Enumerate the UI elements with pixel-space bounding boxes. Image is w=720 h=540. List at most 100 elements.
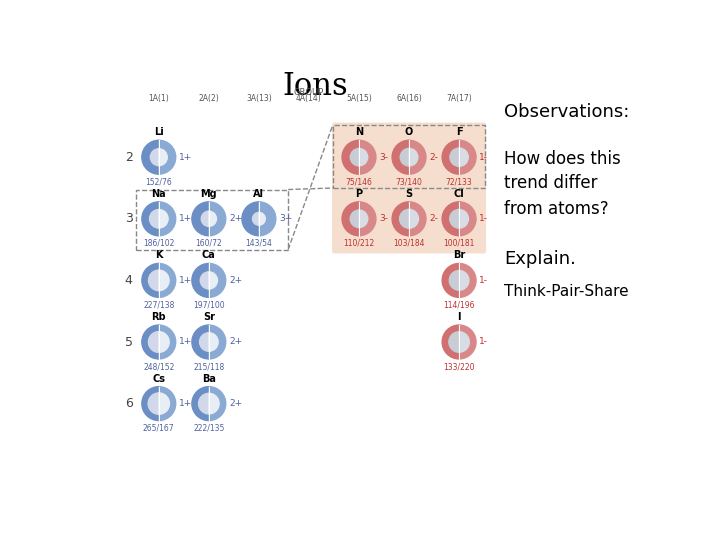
Wedge shape (192, 202, 209, 236)
Text: F: F (456, 127, 462, 137)
Wedge shape (400, 148, 409, 166)
Text: 1+: 1+ (179, 214, 192, 224)
Text: Sr: Sr (203, 312, 215, 322)
Wedge shape (442, 140, 459, 174)
Wedge shape (459, 210, 469, 228)
Wedge shape (351, 148, 359, 166)
Wedge shape (209, 272, 217, 289)
Wedge shape (359, 140, 376, 174)
Text: 143/54: 143/54 (246, 239, 272, 248)
Text: 1+: 1+ (179, 153, 192, 161)
Text: N: N (355, 127, 363, 137)
Wedge shape (409, 202, 426, 236)
Wedge shape (209, 393, 219, 414)
Wedge shape (392, 140, 409, 174)
Text: 133/220: 133/220 (444, 362, 475, 371)
Text: 2+: 2+ (229, 338, 242, 347)
Wedge shape (459, 264, 476, 298)
Text: 4: 4 (125, 274, 132, 287)
Wedge shape (192, 325, 209, 359)
Text: Ions: Ions (282, 71, 348, 102)
Text: 3A(13): 3A(13) (246, 94, 271, 103)
Text: 1-: 1- (479, 153, 488, 161)
Wedge shape (449, 271, 459, 291)
Text: Li: Li (154, 127, 163, 137)
Text: 227/138: 227/138 (143, 300, 174, 309)
Text: 2-: 2- (429, 153, 438, 161)
Wedge shape (242, 202, 259, 236)
Wedge shape (199, 333, 209, 352)
Text: 248/152: 248/152 (143, 362, 174, 371)
Wedge shape (199, 393, 209, 414)
Wedge shape (359, 202, 376, 236)
Text: 1+: 1+ (179, 338, 192, 347)
Wedge shape (400, 210, 409, 228)
Text: 186/102: 186/102 (143, 239, 174, 248)
Wedge shape (409, 148, 418, 166)
Text: Rb: Rb (151, 312, 166, 322)
Wedge shape (159, 387, 176, 421)
Text: How does this
trend differ
from atoms?: How does this trend differ from atoms? (504, 150, 621, 218)
Wedge shape (209, 202, 226, 236)
Wedge shape (459, 202, 476, 236)
Text: S: S (405, 189, 413, 199)
Text: 100/181: 100/181 (444, 239, 474, 248)
Text: 1-: 1- (479, 214, 488, 224)
Text: 160/72: 160/72 (195, 239, 222, 248)
Wedge shape (209, 264, 226, 298)
Wedge shape (159, 270, 169, 291)
Wedge shape (253, 212, 259, 225)
Wedge shape (450, 210, 459, 228)
Text: Br: Br (453, 251, 465, 260)
Text: 1A(1): 1A(1) (148, 94, 169, 103)
Wedge shape (342, 202, 359, 236)
Text: 1+: 1+ (179, 276, 192, 285)
Wedge shape (192, 264, 209, 298)
Text: 2+: 2+ (229, 214, 242, 224)
Wedge shape (442, 325, 459, 359)
Text: K: K (155, 251, 163, 260)
Text: 75/146: 75/146 (346, 177, 372, 186)
Text: Al: Al (253, 189, 264, 199)
Text: 265/167: 265/167 (143, 423, 175, 433)
Text: 152/76: 152/76 (145, 177, 172, 186)
Wedge shape (359, 148, 368, 166)
Wedge shape (148, 332, 159, 353)
FancyBboxPatch shape (332, 123, 486, 253)
Wedge shape (450, 148, 459, 166)
Text: Ba: Ba (202, 374, 216, 383)
Text: Observations:: Observations: (504, 103, 629, 122)
Text: Cl: Cl (454, 189, 464, 199)
Wedge shape (200, 272, 209, 289)
Wedge shape (159, 393, 169, 414)
Text: I: I (457, 312, 461, 322)
Text: O: O (405, 127, 413, 137)
Text: 72/133: 72/133 (446, 177, 472, 186)
Wedge shape (159, 332, 169, 353)
Text: 1-: 1- (479, 276, 488, 285)
Wedge shape (159, 210, 168, 228)
Text: 7A(17): 7A(17) (446, 94, 472, 103)
Text: 5A(15): 5A(15) (346, 94, 372, 103)
Text: P: P (356, 189, 363, 199)
Wedge shape (449, 332, 459, 352)
Text: 4A(14): 4A(14) (296, 94, 322, 103)
Wedge shape (442, 202, 459, 236)
Text: 5: 5 (125, 335, 132, 348)
Text: 114/196: 114/196 (444, 300, 475, 309)
Wedge shape (201, 211, 209, 226)
Wedge shape (409, 210, 418, 228)
Wedge shape (192, 387, 209, 421)
Wedge shape (209, 211, 217, 226)
Text: 3: 3 (125, 212, 132, 225)
Wedge shape (148, 393, 159, 414)
Wedge shape (350, 210, 359, 227)
Wedge shape (142, 387, 159, 421)
Wedge shape (159, 325, 176, 359)
Text: 2: 2 (125, 151, 132, 164)
Wedge shape (359, 210, 368, 227)
Wedge shape (259, 202, 276, 236)
Wedge shape (159, 202, 176, 236)
Wedge shape (148, 270, 159, 291)
Wedge shape (142, 202, 159, 236)
